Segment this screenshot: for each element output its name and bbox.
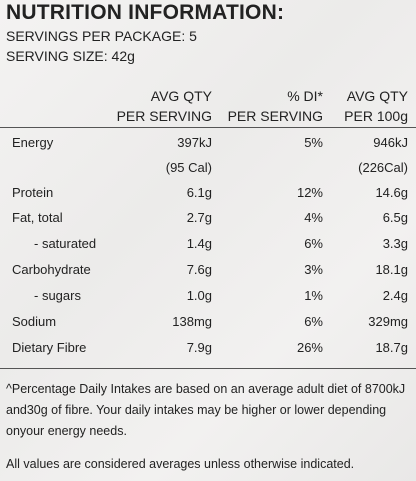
per-100g-value: 329mg (368, 314, 408, 329)
header-col1-line2: PER SERVING (116, 108, 212, 124)
di-value: 5% (304, 135, 323, 150)
per-100g-value: 3.3g (382, 236, 408, 251)
per-100g-value: 18.7g (375, 340, 408, 355)
per-serving-value: (95 Cal) (165, 160, 212, 175)
di-value: 1% (304, 288, 323, 303)
per-100g-value: 18.1g (375, 262, 408, 277)
nutrient-label: Dietary Fibre (12, 340, 87, 355)
per-100g-value: 2.4g (382, 288, 408, 303)
servings-per-package: SERVINGS PER PACKAGE: 5 (6, 28, 197, 44)
di-value: 12% (296, 185, 323, 200)
di-value: 6% (304, 236, 323, 251)
page-title: NUTRITION INFORMATION: (6, 1, 285, 24)
di-value: 6% (304, 314, 323, 329)
table-row: - saturated 1.4g 6% 3.3g (0, 236, 416, 256)
table-row: Sodium 138mg 6% 329mg (0, 314, 416, 334)
nutrient-label: - saturated (34, 236, 97, 251)
table-row: Protein 6.1g 12% 14.6g (0, 185, 416, 205)
di-value: 3% (304, 262, 323, 277)
per-serving-value: 1.4g (186, 236, 212, 251)
nutrient-label: Carbohydrate (12, 262, 91, 277)
per-serving-value: 397kJ (177, 135, 212, 150)
header-col3-line2: PER 100g (344, 108, 408, 124)
header-di-per-serving: % DI* PER SERVING (228, 86, 323, 126)
nutrient-label: Fat, total (12, 210, 63, 225)
table-bottom-divider (0, 368, 416, 369)
table-row: Carbohydrate 7.6g 3% 18.1g (0, 262, 416, 282)
per-100g-value: 14.6g (375, 185, 408, 200)
di-value: 4% (304, 210, 323, 225)
header-avg-qty-per-serving: AVG QTY PER SERVING (117, 86, 212, 126)
header-col2-line1: % DI* (287, 88, 323, 104)
per-100g-value: 946kJ (373, 135, 408, 150)
header-col2-line2: PER SERVING (227, 108, 323, 124)
per-serving-value: 138mg (172, 314, 212, 329)
di-value: 26% (296, 340, 323, 355)
nutrient-label: Sodium (12, 314, 57, 329)
per-serving-value: 7.6g (186, 262, 212, 277)
nutrient-label: - sugars (34, 288, 81, 303)
table-row: - sugars 1.0g 1% 2.4g (0, 288, 416, 308)
header-col3-line1: AVG QTY (346, 88, 408, 104)
header-divider (0, 127, 416, 128)
per-serving-value: 7.9g (186, 340, 212, 355)
table-row: (95 Cal) (226Cal) (0, 160, 416, 180)
per-serving-value: 1.0g (186, 288, 212, 303)
daily-intake-footnote: ^Percentage Daily Intakes are based on a… (6, 382, 406, 438)
table-row: Energy 397kJ 5% 946kJ (0, 135, 416, 155)
nutrient-label: Protein (12, 185, 54, 200)
per-serving-value: 6.1g (186, 185, 212, 200)
table-row: Dietary Fibre 7.9g 26% 18.7g (0, 340, 416, 360)
per-serving-value: 2.7g (186, 210, 212, 225)
per-100g-value: (226Cal) (358, 160, 408, 175)
per-100g-value: 6.5g (382, 210, 408, 225)
header-avg-qty-per-100g: AVG QTY PER 100g (344, 86, 408, 126)
nutrient-label: Energy (12, 135, 54, 150)
table-row: Fat, total 2.7g 4% 6.5g (0, 210, 416, 230)
header-col1-line1: AVG QTY (150, 88, 212, 104)
serving-size: SERVING SIZE: 42g (6, 48, 135, 64)
averages-footnote: All values are considered averages unles… (6, 457, 355, 471)
